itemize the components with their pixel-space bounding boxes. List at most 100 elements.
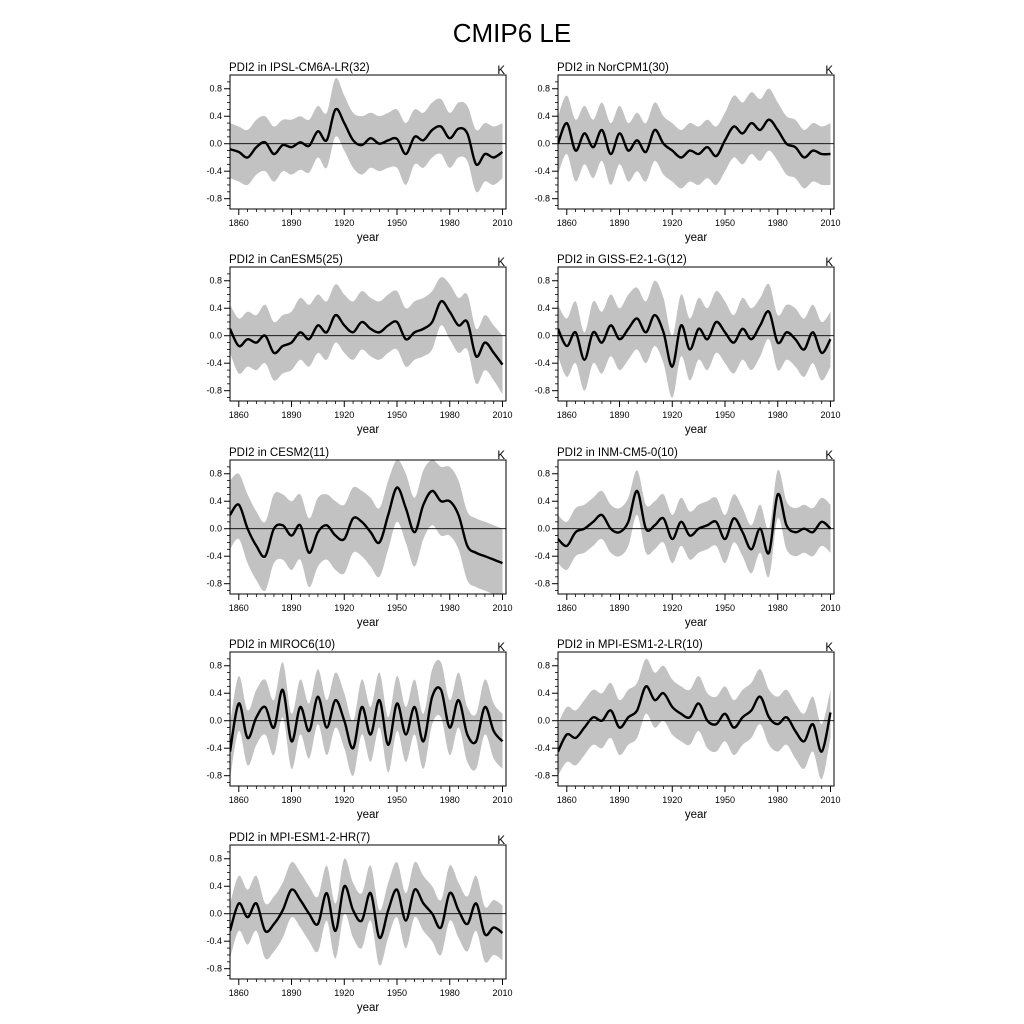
x-tick-label: 2010 [820,410,840,420]
plot-frame [557,266,835,402]
y-tick-label: 0.0 [209,909,222,919]
x-tick-label: 1860 [229,603,249,613]
panel-title: PDI2 in MIROC6(10) [229,639,335,651]
y-tick-label: 0.0 [537,331,550,341]
y-tick-label: -0.8 [206,386,222,396]
x-tick-label: 1980 [768,603,788,613]
x-tick-label: 1890 [610,410,630,420]
y-tick-label: -0.4 [534,551,550,561]
x-tick-label: 1890 [282,988,302,998]
x-tick-label: 1950 [387,218,407,228]
y-tick-label: 0.0 [537,139,550,149]
panel-5: -0.8 -0.4 0.0 0.4 0.8 1860 1890 1920 1950 1980 201… [206,447,512,629]
y-tick-label: 0.0 [209,139,222,149]
y-tick-label: 0.0 [209,331,222,341]
spread-band [558,469,831,578]
y-tick-label: -0.8 [534,386,550,396]
x-tick-label: 1920 [662,410,682,420]
y-tick-label: 0.0 [209,524,222,534]
x-tick-label: 1980 [440,410,460,420]
panel-title: PDI2 in INM-CM5-0(10) [557,447,678,459]
plot-frame [229,74,507,210]
x-tick-label: 1860 [229,218,249,228]
spread-band [230,858,503,966]
panel-title: PDI2 in NorCPM1(30) [557,62,669,74]
y-tick-label: -0.4 [206,551,222,561]
x-tick-label: 2010 [820,795,840,805]
y-tick-label: 0.8 [537,469,550,479]
x-tick-label: 1980 [768,795,788,805]
y-tick-label: -0.4 [534,166,550,176]
plot-frame [229,844,507,980]
spread-band [558,88,831,189]
y-tick-label: -0.8 [206,771,222,781]
panel-title: PDI2 in GISS-E2-1-G(12) [557,254,687,266]
mean-line [558,310,832,368]
panel-6: -0.8 -0.4 0.0 0.4 0.8 1860 1890 1920 1950 1980 201… [534,447,840,629]
x-tick-label: 1950 [715,218,735,228]
plot-frame [229,651,507,787]
x-tick-label: 1950 [715,603,735,613]
x-tick-label: 2010 [492,988,512,998]
x-tick-label: 1920 [334,988,354,998]
x-tick-label: 1860 [557,603,577,613]
x-tick-label: 1920 [334,795,354,805]
x-tick-label: 1860 [229,410,249,420]
y-tick-label: 0.0 [537,524,550,534]
x-axis-label: year [357,1002,380,1014]
y-tick-label: 0.8 [209,469,222,479]
y-tick-label: -0.4 [206,166,222,176]
x-tick-label: 2010 [820,218,840,228]
x-tick-label: 2010 [820,603,840,613]
x-axis-label: year [357,617,380,629]
x-tick-label: 1890 [282,410,302,420]
panel-7: -0.8 -0.4 0.0 0.4 0.8 1860 1890 1920 1950 1980 201… [206,639,512,821]
y-tick-label: 0.4 [537,111,550,121]
y-tick-label: 0.8 [209,661,222,671]
y-tick-label: 0.4 [209,688,222,698]
x-tick-label: 1890 [282,603,302,613]
spread-band [558,658,831,780]
x-tick-label: 1980 [440,988,460,998]
y-tick-label: -0.8 [534,579,550,589]
x-tick-label: 1860 [557,410,577,420]
x-tick-label: 2010 [492,795,512,805]
x-axis-label: year [357,232,380,244]
panel-3: -0.8 -0.4 0.0 0.4 0.8 1860 1890 1920 1950 1980 201… [206,254,512,436]
mean-line [230,299,504,366]
x-tick-label: 1860 [557,218,577,228]
x-axis-label: year [685,617,708,629]
x-axis-label: year [357,424,380,436]
y-tick-label: 0.0 [537,716,550,726]
y-tick-label: 0.8 [209,276,222,286]
panel-title: PDI2 in MPI-ESM1-2-LR(10) [557,639,703,651]
x-tick-label: 1980 [768,218,788,228]
y-tick-label: -0.8 [534,194,550,204]
y-tick-label: 0.4 [537,303,550,313]
panel-2: -0.8 -0.4 0.0 0.4 0.8 1860 1890 1920 1950 1980 201… [534,62,840,244]
y-tick-label: -0.4 [206,358,222,368]
x-tick-label: 1950 [387,795,407,805]
y-tick-label: -0.8 [206,579,222,589]
x-tick-label: 1920 [662,218,682,228]
y-tick-label: -0.8 [534,771,550,781]
x-tick-label: 1950 [387,603,407,613]
mean-line [230,884,504,940]
x-tick-label: 1920 [334,218,354,228]
x-tick-label: 1950 [715,795,735,805]
y-tick-label: 0.4 [209,111,222,121]
panel-title: PDI2 in CanESM5(25) [229,254,343,266]
panel-unit: K [825,450,833,462]
x-tick-label: 1890 [610,795,630,805]
panel-8: -0.8 -0.4 0.0 0.4 0.8 1860 1890 1920 1950 1980 201… [534,639,840,821]
y-tick-label: -0.8 [206,964,222,974]
x-axis-label: year [357,809,380,821]
panel-title: PDI2 in IPSL-CM6A-LR(32) [229,62,370,74]
panel-9: -0.8 -0.4 0.0 0.4 0.8 1860 1890 1920 1950 1980 201… [206,832,512,1014]
panel-unit: K [497,450,505,462]
mean-line [230,486,503,565]
x-tick-label: 2010 [492,218,512,228]
panel-unit: K [497,835,505,847]
mean-line [558,118,831,159]
